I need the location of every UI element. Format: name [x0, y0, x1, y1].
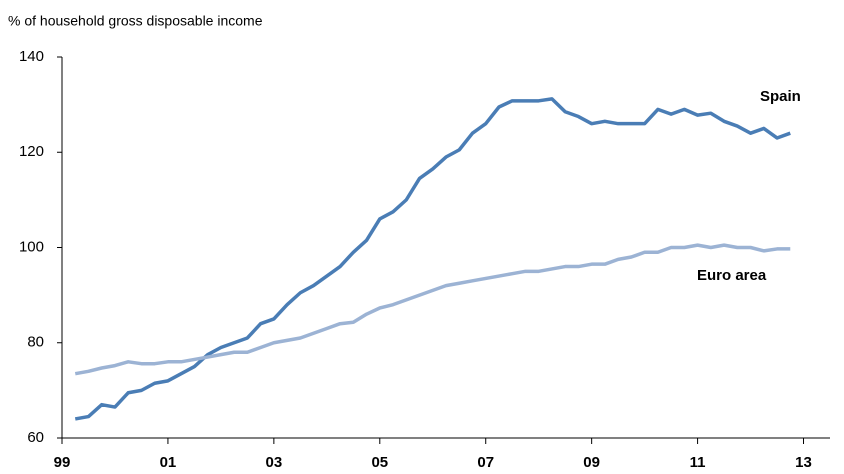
x-tick-label: 07 [477, 454, 494, 471]
y-tick-label: 140 [19, 48, 44, 65]
x-tick-label: 03 [266, 454, 283, 471]
y-tick-label: 100 [19, 238, 44, 255]
y-tick-label: 120 [19, 143, 44, 160]
y-tick-label: 80 [27, 334, 44, 351]
y-tick-label: 60 [27, 429, 44, 446]
series-line [74, 97, 791, 421]
x-tick-label: 01 [160, 454, 177, 471]
series-label: Spain [760, 88, 801, 105]
y-axis-label: % of household gross disposable income [8, 13, 263, 29]
x-tick-label: 09 [583, 454, 600, 471]
x-tick-label: 11 [690, 454, 706, 471]
x-tick-label: 05 [371, 454, 388, 471]
series-label: Euro area [697, 267, 767, 284]
x-tick-label: 99 [54, 454, 71, 471]
x-tick-label: 13 [795, 454, 812, 471]
series-line [74, 243, 791, 376]
